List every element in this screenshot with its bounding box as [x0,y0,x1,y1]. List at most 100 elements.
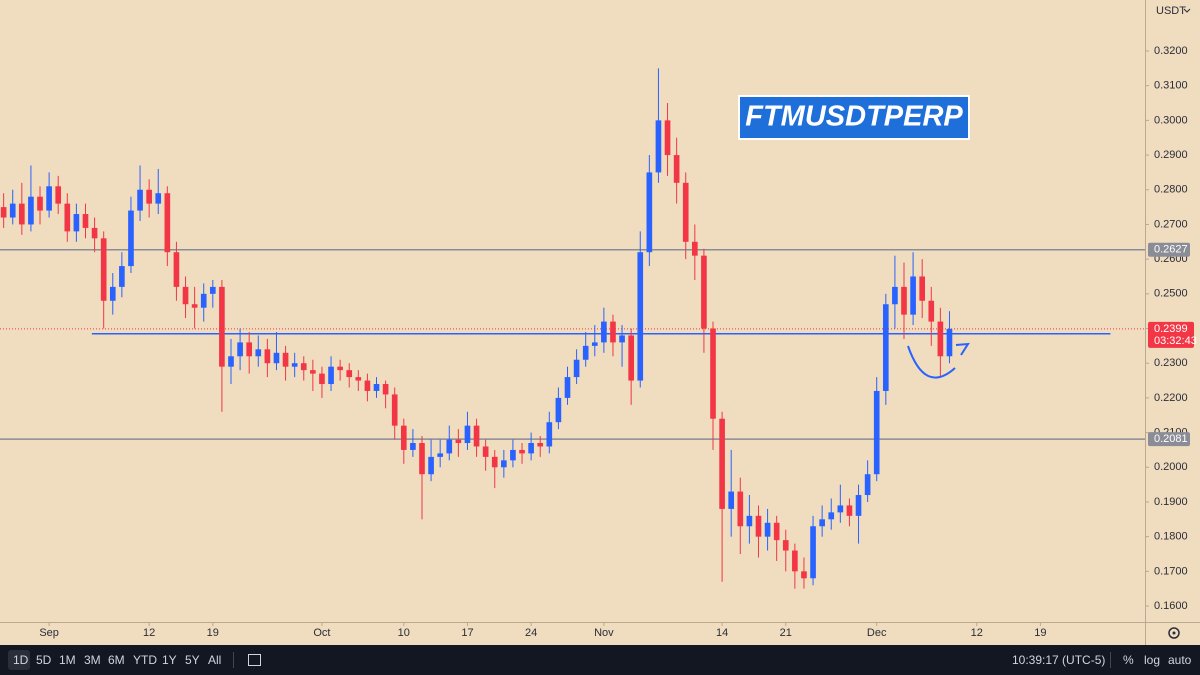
range-button[interactable]: All [208,653,222,667]
candle-body [100,238,107,301]
y-tick-label: 0.2500 [1154,288,1188,300]
candle-body [746,515,753,527]
candle-body [837,505,844,513]
bottom-toolbar: 1D 5D 1M 3M 6M YTD 1Y 5Y All 10:39:17 (U… [0,645,1200,675]
candle-body [582,345,589,360]
candle-body [646,172,653,253]
last-price-box [1148,321,1194,348]
separator [233,652,234,668]
x-tick-label: Dec [867,627,887,639]
level-label: 0.2081 [1154,433,1188,445]
date-range-icon[interactable] [248,654,261,666]
candle-body [692,241,698,256]
clock[interactable]: 10:39:17 (UTC-5) [1012,653,1106,667]
candle-body [255,349,262,357]
dropdown-icon[interactable] [1183,8,1191,13]
candle-body [428,456,434,475]
candle-body [55,186,62,204]
candle-body [510,449,516,461]
candle-body [319,373,325,385]
range-button[interactable]: 6M [108,653,125,667]
range-button[interactable]: 5D [36,653,52,667]
separator [1110,652,1111,668]
candle-body [364,380,371,391]
candle-body [291,363,298,367]
candle-body [246,342,253,357]
candle-body [346,370,353,378]
range-button[interactable]: 3M [84,653,101,667]
x-tick-label: 21 [780,627,792,639]
candle-body [864,474,871,496]
candle-body [73,214,80,232]
last-price-label: 0.2399 [1154,323,1188,335]
candle-body [219,286,225,367]
candle-body [855,495,862,516]
x-tick-label: Nov [594,627,614,639]
chart-title: FTMUSDTPERP [745,101,963,133]
range-button[interactable]: 1Y [162,653,177,667]
candle-body [728,491,735,509]
candle-body [64,203,71,232]
x-tick-label: Oct [313,627,330,639]
x-tick-label: 12 [143,627,155,639]
candle-body [710,328,716,419]
candle-body [455,439,462,443]
candle-body [437,453,443,457]
candle-body [537,442,544,447]
option-button[interactable]: % [1123,653,1134,667]
candle-body [82,214,89,228]
y-tick-label: 0.3000 [1154,114,1188,126]
candle-body [173,252,180,287]
candle-body [792,550,798,572]
range-button[interactable]: 5Y [185,653,200,667]
candle-body [391,394,398,426]
arrow-head [955,342,970,356]
candle-body [164,193,171,253]
candle-body [373,384,380,391]
candle-body [446,439,453,454]
candle-body [764,522,771,537]
candle-body [119,266,125,287]
candle-body [937,321,944,357]
candle-body [337,366,343,371]
candle-body [310,370,316,374]
candle-body [155,193,162,204]
candle-body [601,321,607,343]
x-tick-label: 17 [461,627,473,639]
y-tick-label: 0.2800 [1154,184,1188,196]
candle-body [200,293,207,308]
candle-body [273,352,280,364]
candle-body [564,377,571,398]
range-button[interactable]: YTD [133,653,157,667]
candle-body [919,276,926,301]
candle-body [801,571,807,579]
candle-body [28,196,34,225]
candle-body [464,425,471,443]
candle-body [419,442,425,475]
option-button[interactable]: log [1144,653,1161,667]
range-button[interactable]: 1D [13,653,29,667]
x-tick-label: 12 [971,627,983,639]
candle-body [546,422,553,447]
candle-body [573,359,580,378]
y-tick-label: 0.2300 [1154,357,1188,369]
candle-body [701,255,707,329]
option-button[interactable]: auto [1168,653,1192,667]
y-tick-label: 0.2200 [1154,392,1188,404]
candle-body [719,418,725,509]
candle-body [501,460,507,468]
currency-label[interactable]: USDT [1156,5,1186,17]
candle-body [91,227,98,239]
candle-body [46,186,52,211]
candle-body [300,363,307,371]
candle-body [19,203,25,225]
candle-body [755,515,762,537]
range-button[interactable]: 1M [59,653,76,667]
settings-icon[interactable] [1168,627,1180,639]
x-tick-label: 24 [525,627,537,639]
candle-body [773,522,780,541]
candle-body [209,286,216,294]
x-tick-label: 14 [716,627,728,639]
candle-body [528,442,534,454]
